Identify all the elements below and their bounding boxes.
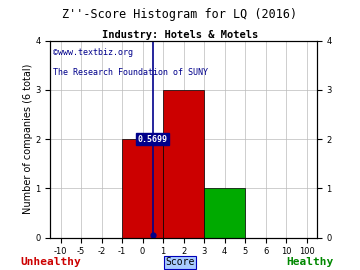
Text: Industry: Hotels & Motels: Industry: Hotels & Motels <box>102 30 258 40</box>
Text: Score: Score <box>165 257 195 267</box>
Text: The Research Foundation of SUNY: The Research Foundation of SUNY <box>53 68 208 77</box>
Text: Z''-Score Histogram for LQ (2016): Z''-Score Histogram for LQ (2016) <box>62 8 298 21</box>
Bar <box>163 90 204 238</box>
Y-axis label: Number of companies (6 total): Number of companies (6 total) <box>23 64 32 214</box>
Bar <box>122 139 163 238</box>
Text: ©www.textbiz.org: ©www.textbiz.org <box>53 48 133 58</box>
Bar <box>204 188 245 238</box>
Text: 0.5699: 0.5699 <box>138 134 168 144</box>
Text: Healthy: Healthy <box>286 257 333 267</box>
Text: Unhealthy: Unhealthy <box>20 257 81 267</box>
